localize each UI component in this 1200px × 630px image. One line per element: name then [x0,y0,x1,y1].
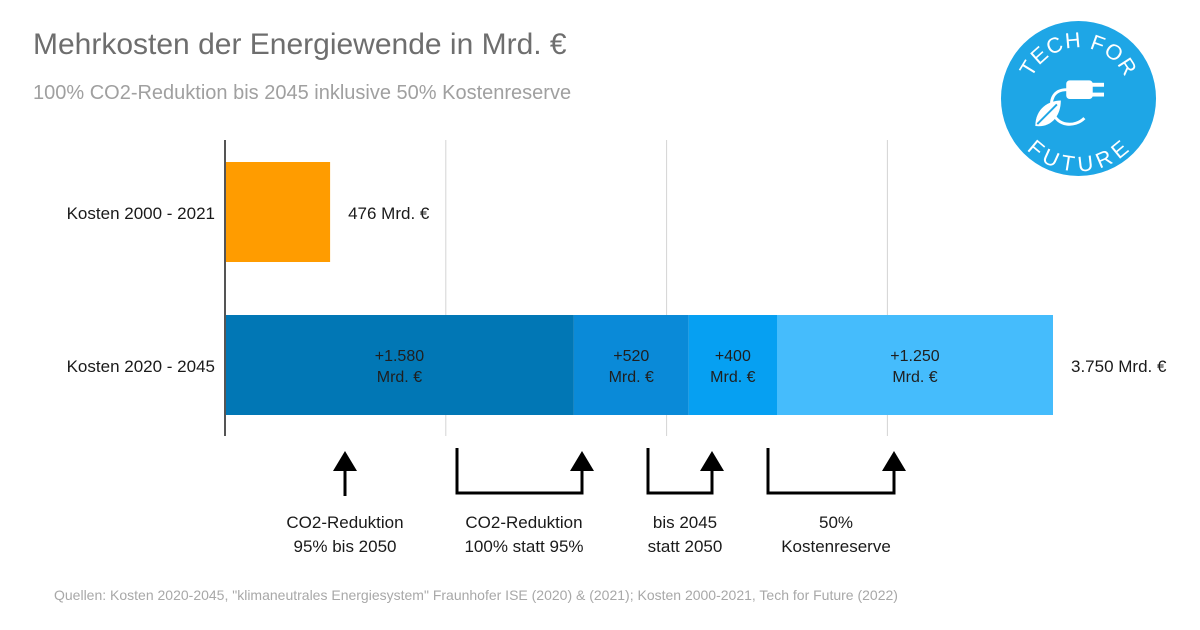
annotation-arrowhead [333,451,357,471]
segment-unit-label: Mrd. € [710,369,755,386]
category-label: Kosten 2000 - 2021 [67,204,215,223]
annotation-arrowhead [882,451,906,471]
chart-title: Mehrkosten der Energiewende in Mrd. € [33,28,567,61]
segment-unit-label: Mrd. € [892,369,937,386]
bar-total-label: 3.750 Mrd. € [1071,357,1167,376]
chart-subtitle: 100% CO2-Reduktion bis 2045 inklusive 50… [33,82,572,104]
annotation-label-line2: 100% statt 95% [464,537,583,556]
annotation-bracket [646,448,714,495]
segment-value-label: +400 [715,348,751,365]
annotation-arrowhead [570,451,594,471]
annotation-arrowhead [700,451,724,471]
annotation-label-line1: CO2-Reduktion [465,513,582,532]
bar-segment [688,315,777,415]
segment-unit-label: Mrd. € [609,369,654,386]
segment-value-label: +1.580 [375,348,424,365]
annotation-bracket [455,448,584,495]
segment-unit-label: Mrd. € [377,369,422,386]
tech-for-future-logo: TECH FOR FUTURE [1000,20,1157,177]
bar-segment [225,315,574,415]
annotation-label-line2: 95% bis 2050 [293,537,396,556]
category-label: Kosten 2020 - 2045 [67,357,215,376]
annotation-label-line1: bis 2045 [653,513,717,532]
annotation-label-line1: CO2-Reduktion [286,513,403,532]
segment-value-label: +520 [613,348,649,365]
annotation-label-line2: Kostenreserve [781,537,891,556]
source-note: Quellen: Kosten 2020-2045, "klimaneutral… [54,587,898,603]
annotation-label-line2: statt 2050 [648,537,723,556]
bar-total-label: 476 Mrd. € [348,204,430,223]
annotation-label-line1: 50% [819,513,853,532]
leaf-icon [1035,100,1061,127]
annotation-bracket [766,448,896,495]
bar-segment [777,315,1053,415]
bar-segment [573,315,689,415]
bar-segment [225,162,331,262]
segment-value-label: +1.250 [890,348,939,365]
